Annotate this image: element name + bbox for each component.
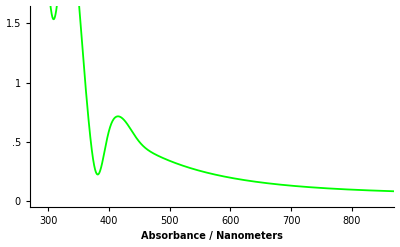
X-axis label: Absorbance / Nanometers: Absorbance / Nanometers <box>141 231 283 242</box>
